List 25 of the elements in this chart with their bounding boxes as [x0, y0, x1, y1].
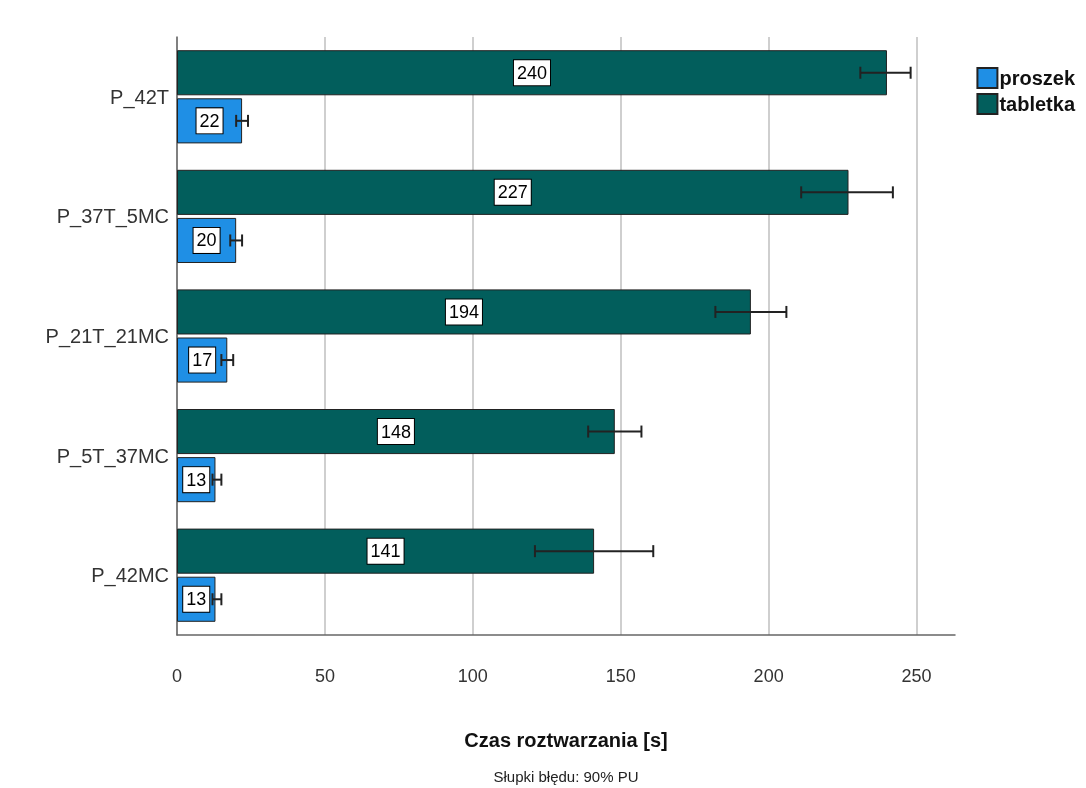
- data-label: 194: [448, 301, 479, 322]
- legend-label: tabletka: [999, 93, 1076, 115]
- x-axis-title: Czas roztwarzania [s]: [464, 729, 668, 751]
- data-label: 13: [186, 589, 207, 610]
- y-tick-label: P_37T_5MC: [56, 205, 169, 229]
- y-tick-label: P_21T_21MC: [45, 325, 169, 348]
- y-tick-label: P_5T_37MC: [56, 444, 169, 468]
- text: Słupki błędu: 90% PU: [493, 767, 639, 785]
- x-tick-label: 150: [605, 666, 636, 686]
- legend-label: proszek: [999, 67, 1076, 89]
- y-tick-label: P_42T: [110, 85, 169, 109]
- x-tick-label: 100: [457, 666, 488, 686]
- data-label: 141: [370, 541, 401, 562]
- y-tick-label: P_42MC: [91, 564, 169, 588]
- x-tick-label: 250: [901, 666, 932, 686]
- data-label: 227: [497, 182, 528, 203]
- data-label: 13: [186, 469, 207, 490]
- data-label: 148: [380, 421, 411, 442]
- data-label: 240: [516, 62, 547, 83]
- x-tick-label: 0: [171, 666, 183, 686]
- x-tick-label: 50: [314, 666, 335, 686]
- data-label: 20: [196, 230, 217, 251]
- data-label: 17: [192, 350, 213, 371]
- x-tick-label: 200: [753, 666, 784, 686]
- data-label: 22: [199, 110, 220, 131]
